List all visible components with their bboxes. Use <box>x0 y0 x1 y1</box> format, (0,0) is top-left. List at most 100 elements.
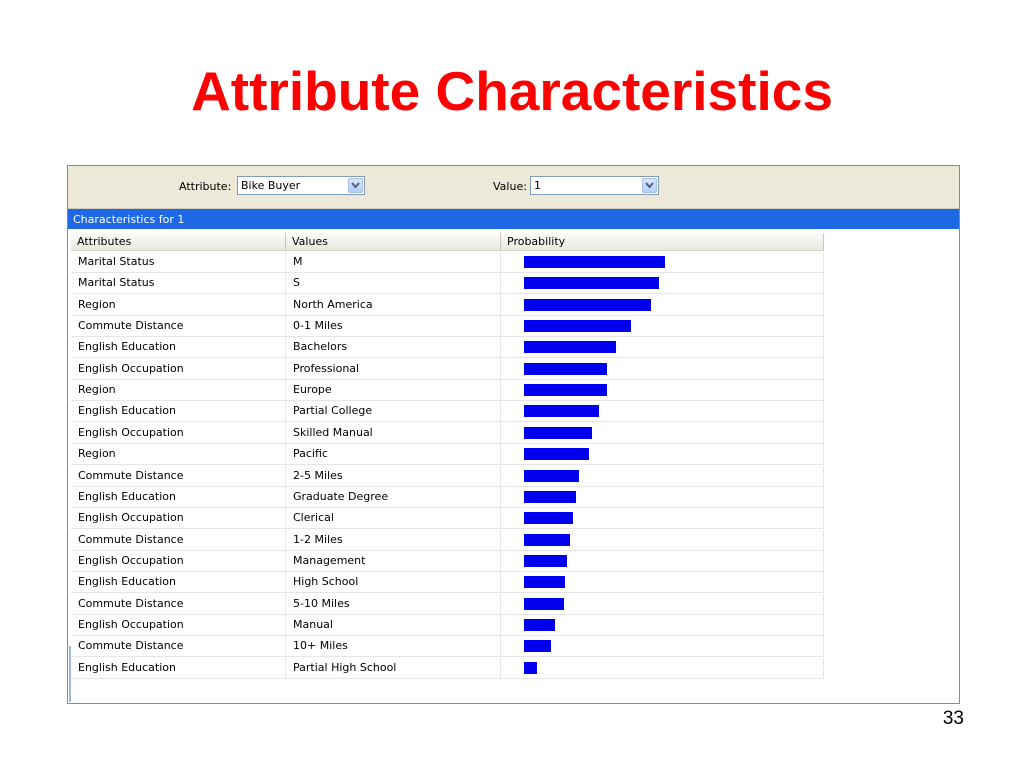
probability-cell <box>501 529 824 551</box>
probability-bar <box>524 469 579 482</box>
table-row[interactable]: Commute Distance 0-1 Miles <box>71 316 824 338</box>
value-cell: M <box>286 252 501 273</box>
value-cell: High School <box>286 572 501 594</box>
value-cell: S <box>286 273 501 295</box>
value-cell: 0-1 Miles <box>286 316 501 338</box>
probability-cell <box>501 380 824 402</box>
table-row[interactable]: Marital Status M <box>71 252 824 273</box>
attribute-cell: Region <box>71 294 286 316</box>
section-header-label: Characteristics for 1 <box>73 213 185 226</box>
table-row[interactable]: Commute Distance 10+ Miles <box>71 636 824 658</box>
attribute-cell: English Education <box>71 337 286 359</box>
value-cell: Management <box>286 550 501 572</box>
attribute-characteristics-panel: Attribute: Bike Buyer Value: 1 Character… <box>67 165 960 704</box>
probability-bar <box>524 277 659 290</box>
value-cell: 2-5 Miles <box>286 465 501 487</box>
table-row[interactable]: Region Pacific <box>71 444 824 466</box>
table-row[interactable]: English Occupation Management <box>71 550 824 572</box>
probability-bar <box>524 554 567 567</box>
attribute-cell: English Occupation <box>71 422 286 444</box>
table-row[interactable]: Commute Distance 5-10 Miles <box>71 593 824 615</box>
probability-cell <box>501 508 824 530</box>
toolbar: Attribute: Bike Buyer Value: 1 <box>68 166 959 209</box>
probability-bar <box>524 298 651 311</box>
table-row[interactable]: Region Europe <box>71 380 824 402</box>
probability-cell <box>501 337 824 359</box>
probability-bar <box>524 362 607 375</box>
value-select[interactable]: 1 <box>530 176 659 195</box>
table-row[interactable]: English Occupation Clerical <box>71 508 824 530</box>
table-row[interactable]: English Education High School <box>71 572 824 594</box>
value-cell: 10+ Miles <box>286 636 501 658</box>
chevron-down-icon[interactable] <box>348 178 363 193</box>
value-select-value: 1 <box>534 179 541 192</box>
attribute-cell: Commute Distance <box>71 465 286 487</box>
column-header-attributes[interactable]: Attributes <box>71 233 286 250</box>
probability-bar <box>524 256 665 268</box>
attribute-cell: Marital Status <box>71 252 286 273</box>
probability-cell <box>501 422 824 444</box>
table-row[interactable]: Commute Distance 1-2 Miles <box>71 529 824 551</box>
attribute-cell: English Occupation <box>71 508 286 530</box>
scroll-edge <box>69 646 71 702</box>
attribute-cell: English Occupation <box>71 614 286 636</box>
slide-title: Attribute Characteristics <box>191 60 833 122</box>
value-cell: Clerical <box>286 508 501 530</box>
table-row[interactable]: English Education Partial College <box>71 401 824 423</box>
attribute-cell: Marital Status <box>71 273 286 295</box>
table-row[interactable]: English Education Bachelors <box>71 337 824 359</box>
probability-bar <box>524 405 599 418</box>
table-row[interactable]: English Occupation Professional <box>71 358 824 380</box>
probability-cell <box>501 444 824 466</box>
value-cell: Skilled Manual <box>286 422 501 444</box>
value-cell: Partial High School <box>286 657 501 679</box>
probability-cell <box>501 316 824 338</box>
attribute-cell: English Education <box>71 657 286 679</box>
column-header-probability[interactable]: Probability <box>501 233 824 250</box>
probability-cell <box>501 273 824 295</box>
probability-bar <box>524 618 555 631</box>
probability-bar <box>524 320 631 333</box>
attribute-label: Attribute: <box>179 180 232 193</box>
probability-cell <box>501 657 824 679</box>
value-cell: Europe <box>286 380 501 402</box>
probability-bar <box>524 640 551 653</box>
table-row[interactable]: English Occupation Skilled Manual <box>71 422 824 444</box>
column-header-values[interactable]: Values <box>286 233 501 250</box>
value-cell: Bachelors <box>286 337 501 359</box>
probability-cell <box>501 401 824 423</box>
value-cell: Graduate Degree <box>286 486 501 508</box>
attribute-cell: English Occupation <box>71 550 286 572</box>
table-row[interactable]: English Education Graduate Degree <box>71 486 824 508</box>
probability-cell <box>501 593 824 615</box>
probability-cell <box>501 486 824 508</box>
probability-bar <box>524 426 592 439</box>
section-header: Characteristics for 1 <box>68 209 959 229</box>
table-row[interactable]: Marital Status S <box>71 273 824 295</box>
probability-bar <box>524 490 576 503</box>
attribute-cell: English Education <box>71 572 286 594</box>
attribute-cell: English Occupation <box>71 358 286 380</box>
probability-cell <box>501 252 824 273</box>
probability-bar <box>524 341 616 354</box>
table-row[interactable]: English Occupation Manual <box>71 614 824 636</box>
table-header: Attributes Values Probability <box>71 233 824 251</box>
probability-bar <box>524 597 564 610</box>
probability-cell <box>501 572 824 594</box>
chevron-down-icon[interactable] <box>642 178 657 193</box>
slide-number: 33 <box>942 708 964 729</box>
attribute-cell: Commute Distance <box>71 529 286 551</box>
table-row[interactable]: Commute Distance 2-5 Miles <box>71 465 824 487</box>
probability-cell <box>501 636 824 658</box>
table-row[interactable]: Region North America <box>71 294 824 316</box>
attribute-cell: English Education <box>71 401 286 423</box>
attribute-select[interactable]: Bike Buyer <box>237 176 365 195</box>
probability-cell <box>501 358 824 380</box>
probability-bar <box>524 384 607 397</box>
probability-bar <box>524 533 570 546</box>
value-cell: Manual <box>286 614 501 636</box>
probability-bar <box>524 512 573 525</box>
probability-cell <box>501 465 824 487</box>
probability-cell <box>501 614 824 636</box>
table-row[interactable]: English Education Partial High School <box>71 657 824 679</box>
